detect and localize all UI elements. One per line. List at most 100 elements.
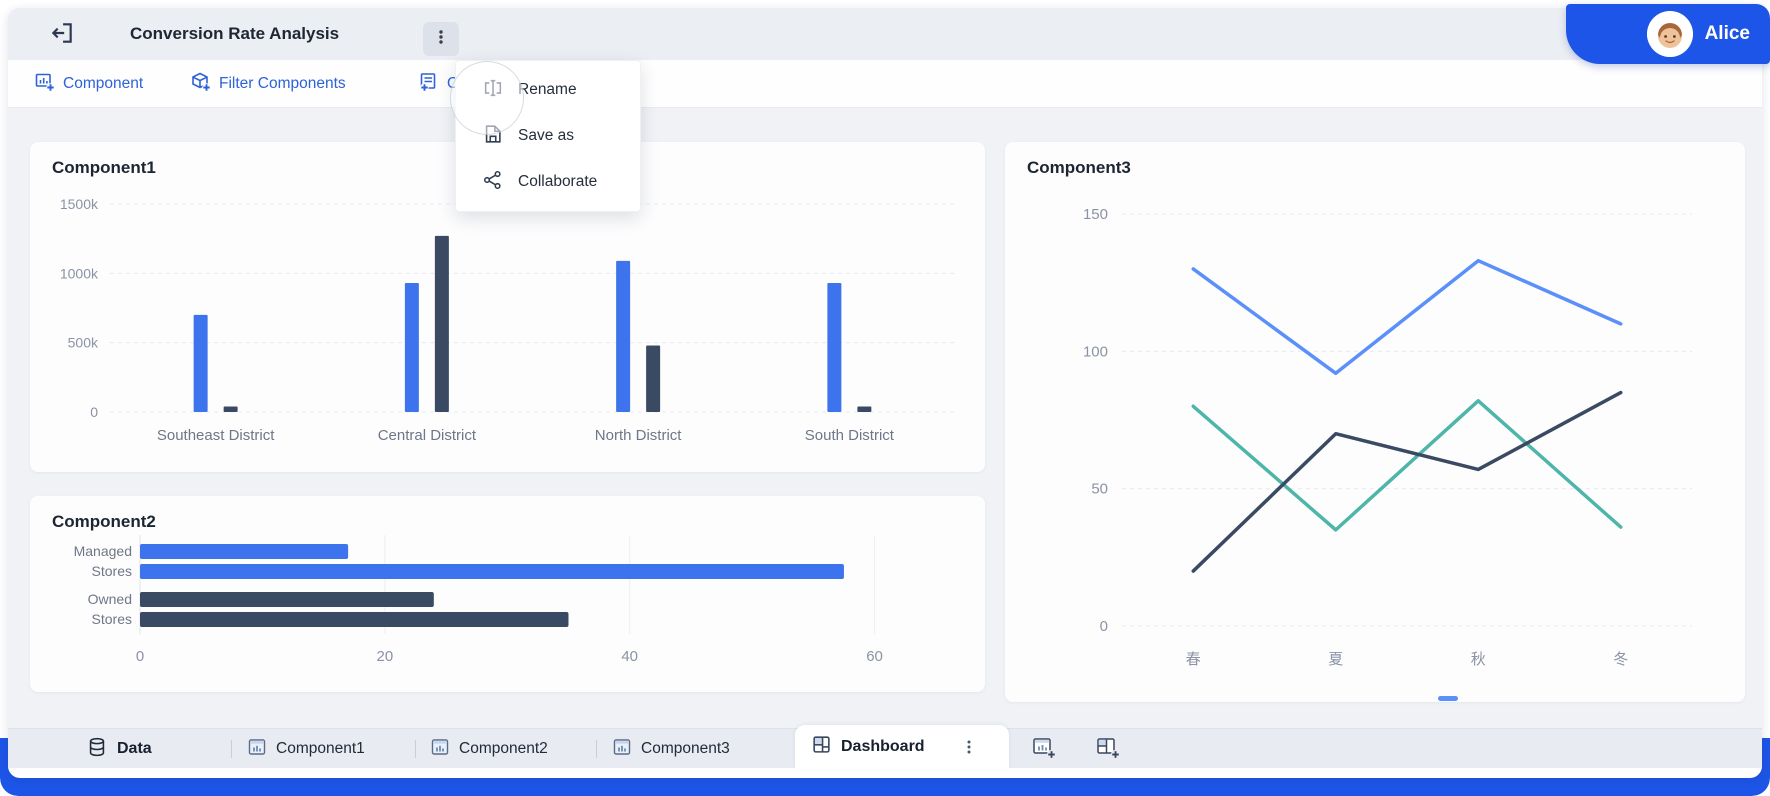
add-dashboard-icon bbox=[1095, 735, 1121, 766]
add-component-icon bbox=[34, 71, 55, 97]
tab-component3-label: Component3 bbox=[641, 740, 730, 757]
bar-blue-series[interactable] bbox=[616, 260, 631, 412]
sheet-tabbar: Data Component1 bbox=[8, 725, 1762, 769]
x-tick-label: 0 bbox=[136, 648, 144, 665]
menu-item-collaborate[interactable]: Collaborate bbox=[456, 159, 640, 205]
component2-card[interactable]: Component2 0 20 40 60 Managed Stores Owned Stor… bbox=[30, 496, 985, 692]
add-dashboard-tab-button[interactable] bbox=[1094, 736, 1122, 764]
component3-line-chart: 0 50 100 150 春 夏 秋 冬 bbox=[1083, 206, 1692, 668]
bar-blue-series[interactable] bbox=[193, 314, 208, 412]
bar-managed-stores[interactable] bbox=[140, 544, 349, 559]
tab-component2[interactable]: Component2 bbox=[430, 729, 548, 769]
menu-item-rename[interactable]: Rename bbox=[456, 67, 640, 113]
y-category-label: Stores bbox=[92, 563, 132, 579]
user-badge[interactable]: Alice bbox=[1566, 4, 1770, 64]
page-title: Conversion Rate Analysis bbox=[130, 24, 340, 43]
exit-button[interactable] bbox=[48, 21, 76, 49]
user-name: Alice bbox=[1704, 23, 1750, 44]
add-chart-icon bbox=[1031, 735, 1057, 766]
x-category-label: Central District bbox=[378, 427, 477, 444]
x-category-label: 夏 bbox=[1328, 651, 1343, 668]
tab-separator bbox=[415, 740, 416, 758]
y-category-label: Stores bbox=[92, 611, 132, 627]
add-component-label: Component bbox=[63, 75, 144, 92]
rename-icon bbox=[482, 77, 504, 104]
y-tick-label: 50 bbox=[1091, 481, 1108, 498]
x-category-label: North District bbox=[595, 427, 683, 444]
x-category-label: 冬 bbox=[1613, 651, 1628, 668]
y-category-label: Managed bbox=[74, 543, 132, 559]
y-tick-label: 150 bbox=[1083, 206, 1108, 223]
bar-owned-stores[interactable] bbox=[140, 592, 434, 607]
bar-blue-series[interactable] bbox=[827, 283, 842, 412]
collaborate-icon bbox=[482, 169, 504, 196]
chart-icon bbox=[430, 737, 450, 762]
bar-navy-series[interactable] bbox=[434, 235, 449, 412]
bar-managed-stores[interactable] bbox=[140, 564, 844, 579]
x-category-label: 春 bbox=[1186, 651, 1201, 668]
more-menu-button[interactable] bbox=[423, 22, 459, 56]
tab-separator bbox=[596, 740, 597, 758]
kebab-icon bbox=[432, 28, 450, 51]
component3-title: Component3 bbox=[1027, 158, 1131, 177]
tab-separator bbox=[231, 740, 232, 758]
bar-navy-series[interactable] bbox=[646, 345, 661, 412]
component1-bar-chart: 0 500k 1000k 1500k Southeast District Central… bbox=[60, 196, 955, 444]
add-component-button[interactable]: Component bbox=[34, 60, 143, 108]
tab-dashboard-active[interactable]: Dashboard bbox=[795, 725, 1009, 769]
other-icon bbox=[418, 71, 439, 97]
line-navy-series[interactable] bbox=[1191, 390, 1623, 573]
bar-blue-series[interactable] bbox=[404, 283, 419, 412]
y-tick-label: 1000k bbox=[60, 265, 99, 281]
line-light-blue-series[interactable] bbox=[1191, 258, 1623, 376]
menu-item-rename-label: Rename bbox=[518, 81, 577, 98]
x-category-label: South District bbox=[805, 427, 895, 444]
y-tick-label: 100 bbox=[1083, 343, 1108, 360]
filter-components-icon bbox=[190, 71, 211, 97]
y-tick-label: 1500k bbox=[60, 196, 99, 212]
exit-icon bbox=[49, 20, 75, 51]
tab-dashboard-label: Dashboard bbox=[841, 738, 925, 755]
bar-navy-series[interactable] bbox=[857, 406, 872, 412]
x-category-label: Southeast District bbox=[157, 427, 275, 444]
tab-component1[interactable]: Component1 bbox=[247, 729, 365, 769]
line-teal-series[interactable] bbox=[1191, 399, 1623, 532]
bar-navy-series[interactable] bbox=[223, 406, 238, 412]
mini-scrollbar[interactable] bbox=[1438, 696, 1458, 701]
dashboard-canvas: Component1 0 500k 1000k 1500k Southeast Dist… bbox=[8, 108, 1762, 728]
database-icon bbox=[86, 736, 108, 763]
tab-component3[interactable]: Component3 bbox=[612, 729, 730, 769]
x-tick-label: 20 bbox=[377, 648, 394, 665]
save-as-icon bbox=[482, 123, 504, 150]
dashboard-icon bbox=[811, 734, 832, 760]
menu-item-save-as[interactable]: Save as bbox=[456, 113, 640, 159]
y-category-label: Owned bbox=[88, 591, 132, 607]
y-tick-label: 0 bbox=[1100, 618, 1108, 635]
component2-horizontal-bar-chart: 0 20 40 60 Managed Stores Owned Stores bbox=[74, 535, 883, 665]
component1-title: Component1 bbox=[52, 158, 156, 177]
menu-item-save-as-label: Save as bbox=[518, 127, 575, 144]
tab-component1-label: Component1 bbox=[276, 740, 365, 757]
x-category-label: 秋 bbox=[1471, 651, 1486, 668]
tab-component2-label: Component2 bbox=[459, 740, 548, 757]
more-dropdown-menu: Rename Save as bbox=[455, 60, 641, 212]
component2-title: Component2 bbox=[52, 512, 156, 531]
app-window: Conversion Rate Analysis bbox=[8, 8, 1762, 778]
x-tick-label: 40 bbox=[621, 648, 638, 665]
dashboard-tab-menu-button[interactable] bbox=[962, 739, 976, 755]
y-tick-label: 0 bbox=[90, 404, 98, 420]
chart-icon bbox=[247, 737, 267, 762]
toolbar: Component Filter Components bbox=[8, 60, 1762, 108]
avatar bbox=[1646, 11, 1693, 57]
bar-owned-stores[interactable] bbox=[140, 612, 569, 627]
add-component-tab-button[interactable] bbox=[1030, 736, 1058, 764]
component3-card[interactable]: Component3 0 50 100 150 春 夏 秋 冬 bbox=[1005, 142, 1745, 702]
tab-data[interactable]: Data bbox=[86, 729, 152, 769]
tab-data-label: Data bbox=[117, 740, 152, 757]
chart-icon bbox=[612, 737, 632, 762]
y-tick-label: 500k bbox=[68, 335, 99, 351]
menu-item-collaborate-label: Collaborate bbox=[518, 173, 598, 190]
filter-components-button[interactable]: Filter Components bbox=[190, 60, 346, 108]
x-tick-label: 60 bbox=[866, 648, 883, 665]
